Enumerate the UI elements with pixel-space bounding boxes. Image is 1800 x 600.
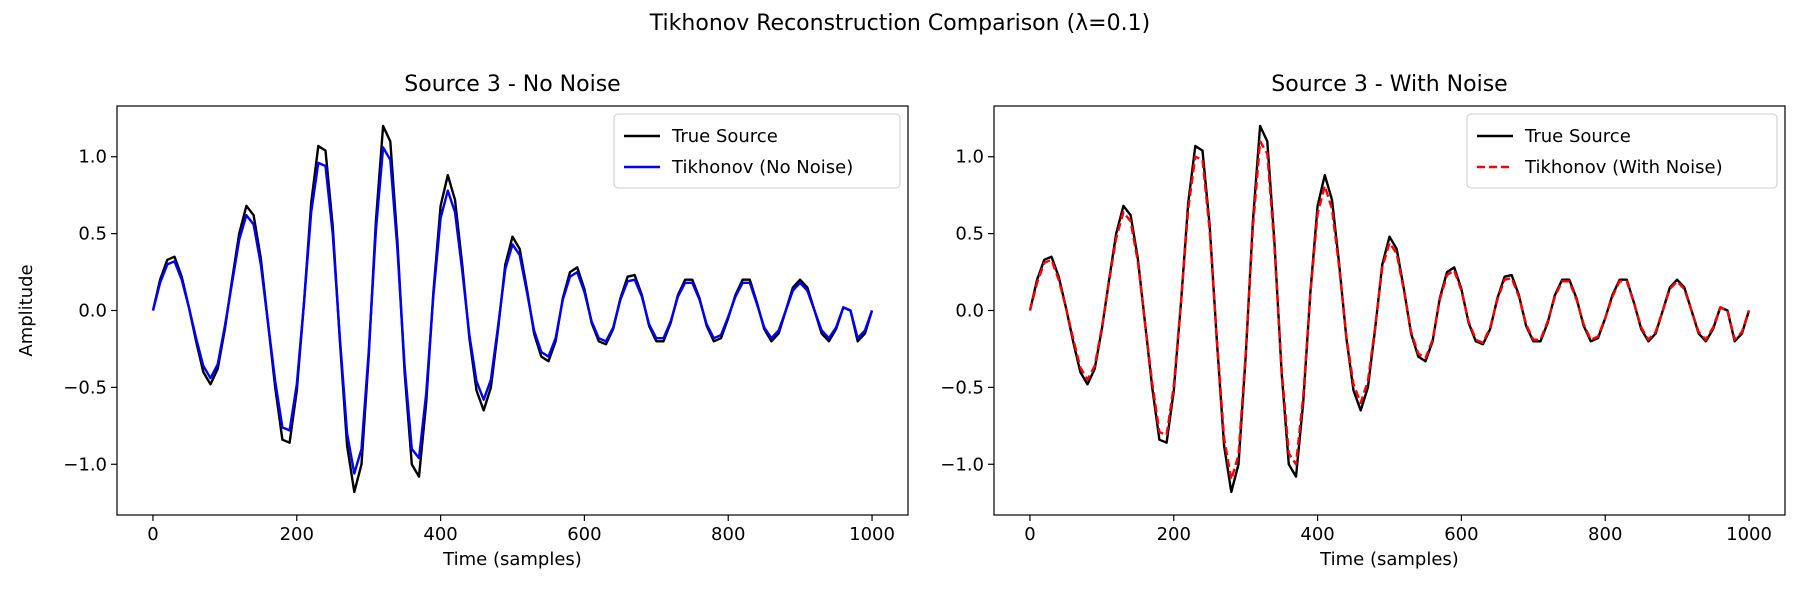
- legend-label: Tikhonov (No Noise): [671, 157, 853, 178]
- legend-box: [613, 113, 901, 189]
- y-tick-label: −0.5: [63, 377, 107, 398]
- x-tick-label: 0: [147, 524, 158, 545]
- legend-label: True Source: [1524, 126, 1631, 147]
- x-tick-label: 400: [423, 524, 457, 545]
- x-tick-label: 600: [1444, 524, 1478, 545]
- chart-panel-2: 0 200 400 600 800 1000 −1.0 −0.5 0.0 0.5 1.0 Source…: [940, 72, 1786, 570]
- chart-title: Source 3 - No Noise: [404, 72, 620, 97]
- series-line-tikhonov-no-noise: [151, 146, 874, 475]
- y-tick-label: 0.0: [955, 301, 984, 322]
- x-axis-label: Time (samples): [1319, 549, 1459, 570]
- series-line-tikhonov-with-noise: [1028, 140, 1751, 481]
- x-tick-label: 200: [1157, 524, 1191, 545]
- y-tick-label: −1.0: [63, 454, 107, 475]
- x-tick-label: 1000: [1726, 524, 1772, 545]
- y-tick-label: 0.0: [78, 301, 107, 322]
- legend-label: Tikhonov (With Noise): [1524, 157, 1723, 178]
- y-tick-label: −1.0: [940, 454, 984, 475]
- chart-title: Source 3 - With Noise: [1271, 72, 1507, 97]
- y-tick-label: 1.0: [955, 147, 984, 168]
- x-tick-label: 400: [1300, 524, 1334, 545]
- y-tick-label: −0.5: [940, 377, 984, 398]
- x-axis-label: Time (samples): [442, 549, 582, 570]
- x-tick-label: 600: [567, 524, 601, 545]
- x-tick-label: 800: [1588, 524, 1622, 545]
- x-tick-label: 800: [711, 524, 745, 545]
- y-axis-label: Amplitude: [16, 264, 37, 356]
- y-tick-label: 1.0: [78, 147, 107, 168]
- x-tick-label: 200: [280, 524, 314, 545]
- figure-title: Tikhonov Reconstruction Comparison (λ=0.…: [649, 11, 1150, 36]
- chart-panel-1: 0 200 400 600 800 1000 −1.0 −0.5 0.0 0.5 1.0 Source…: [16, 72, 909, 570]
- y-tick-label: 0.5: [955, 224, 984, 245]
- legend-box: [1466, 113, 1778, 189]
- legend-label: True Source: [671, 126, 778, 147]
- legend: True Source Tikhonov (With Noise): [1466, 113, 1778, 189]
- x-tick-label: 0: [1024, 524, 1035, 545]
- legend: True Source Tikhonov (No Noise): [613, 113, 901, 189]
- y-tick-label: 0.5: [78, 224, 107, 245]
- x-tick-label: 1000: [849, 524, 895, 545]
